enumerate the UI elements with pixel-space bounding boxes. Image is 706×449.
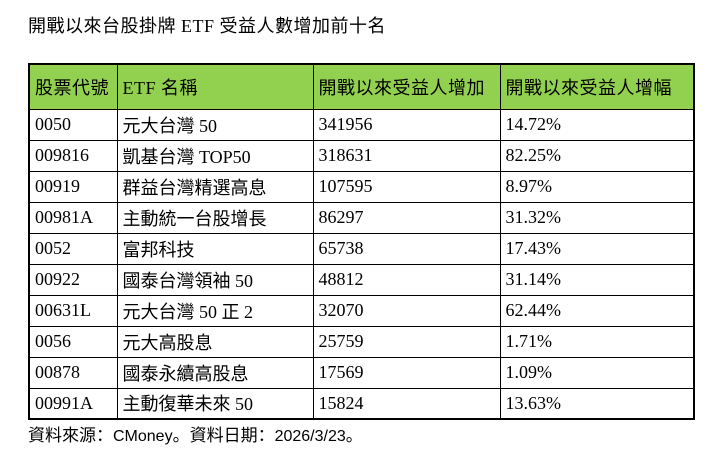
stock-code-cell: 0050: [28, 108, 118, 141]
data-source-note: 資料來源：CMoney。資料日期：2026/3/23。: [28, 424, 706, 449]
table-row: 00991A 主動復華未來 50 15824 13.63%: [28, 387, 695, 420]
increase-cell: 107595: [312, 170, 501, 203]
etf-name-cell: 富邦科技: [116, 232, 314, 265]
growth-cell: 13.63%: [499, 387, 695, 420]
table-row: 0050 元大台灣 50 341956 14.72%: [28, 108, 695, 141]
increase-cell: 86297: [312, 201, 501, 234]
growth-cell: 14.72%: [499, 108, 695, 141]
header-stock-code: 股票代號: [28, 63, 118, 110]
stock-code-cell: 00991A: [28, 387, 118, 420]
table-row: 00981A 主動統一台股增長 86297 31.32%: [28, 201, 695, 234]
etf-name-cell: 國泰台灣領袖 50: [116, 263, 314, 296]
growth-cell: 8.97%: [499, 170, 695, 203]
table-row: 00631L 元大台灣 50 正 2 32070 62.44%: [28, 294, 695, 327]
stock-code-cell: 00878: [28, 356, 118, 389]
page-title: 開戰以來台股掛牌 ETF 受益人數增加前十名: [28, 16, 386, 36]
growth-cell: 31.14%: [499, 263, 695, 296]
etf-name-cell: 元大高股息: [116, 325, 314, 358]
growth-cell: 82.25%: [499, 139, 695, 172]
increase-cell: 65738: [312, 232, 501, 265]
table-row: 0056 元大高股息 25759 1.71%: [28, 325, 695, 358]
stock-code-cell: 0052: [28, 232, 118, 265]
etf-name-cell: 凱基台灣 TOP50: [116, 139, 314, 172]
etf-name-cell: 元大台灣 50 正 2: [116, 294, 314, 327]
growth-cell: 17.43%: [499, 232, 695, 265]
stock-code-cell: 009816: [28, 139, 118, 172]
header-etf-name: ETF 名稱: [116, 63, 314, 110]
stock-code-cell: 00919: [28, 170, 118, 203]
growth-cell: 1.71%: [499, 325, 695, 358]
stock-code-cell: 00922: [28, 263, 118, 296]
source-label: 資料來源：: [28, 426, 113, 445]
increase-cell: 341956: [312, 108, 501, 141]
header-beneficiary-growth: 開戰以來受益人增幅: [499, 63, 695, 110]
increase-cell: 15824: [312, 387, 501, 420]
table-row: 00919 群益台灣精選高息 107595 8.97%: [28, 170, 695, 203]
stock-code-cell: 0056: [28, 325, 118, 358]
etf-name-cell: 元大台灣 50: [116, 108, 314, 141]
etf-table: 股票代號 ETF 名稱 開戰以來受益人增加 開戰以來受益人增幅 0050 元大台…: [28, 63, 695, 420]
table-header-row: 股票代號 ETF 名稱 開戰以來受益人增加 開戰以來受益人增幅: [28, 63, 695, 110]
growth-cell: 31.32%: [499, 201, 695, 234]
increase-cell: 32070: [312, 294, 501, 327]
growth-cell: 1.09%: [499, 356, 695, 389]
increase-cell: 48812: [312, 263, 501, 296]
increase-cell: 17569: [312, 356, 501, 389]
growth-cell: 62.44%: [499, 294, 695, 327]
etf-name-cell: 群益台灣精選高息: [116, 170, 314, 203]
increase-cell: 25759: [312, 325, 501, 358]
table-row: 00922 國泰台灣領袖 50 48812 31.14%: [28, 263, 695, 296]
stock-code-cell: 00631L: [28, 294, 118, 327]
table-row: 009816 凱基台灣 TOP50 318631 82.25%: [28, 139, 695, 172]
increase-cell: 318631: [312, 139, 501, 172]
date-value: 2026/3/23: [274, 428, 346, 445]
date-label: 。資料日期：: [172, 426, 275, 445]
footer-period: 。: [345, 426, 363, 445]
table-row: 00878 國泰永續高股息 17569 1.09%: [28, 356, 695, 389]
header-beneficiary-increase: 開戰以來受益人增加: [312, 63, 501, 110]
stock-code-cell: 00981A: [28, 201, 118, 234]
table-row: 0052 富邦科技 65738 17.43%: [28, 232, 695, 265]
etf-name-cell: 國泰永續高股息: [116, 356, 314, 389]
etf-name-cell: 主動復華未來 50: [116, 387, 314, 420]
etf-name-cell: 主動統一台股增長: [116, 201, 314, 234]
source-value: CMoney: [113, 428, 173, 445]
